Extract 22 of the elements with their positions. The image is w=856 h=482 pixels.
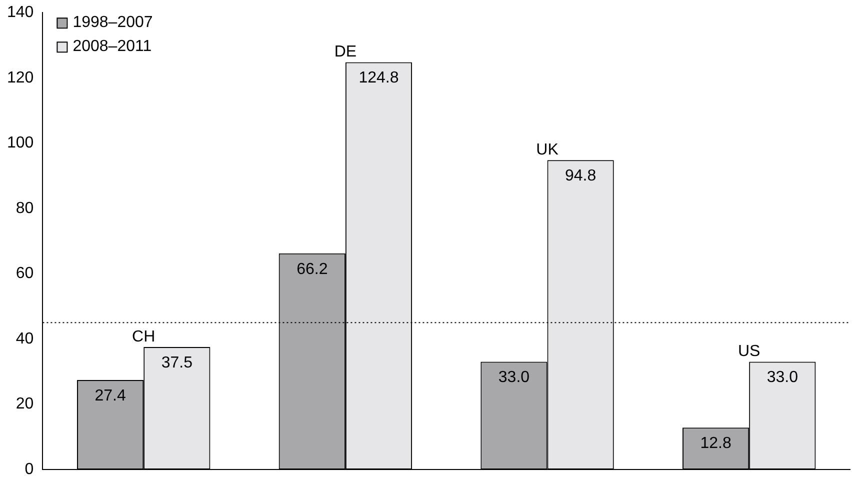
legend-label: 1998–2007 [72, 14, 153, 32]
y-tick-label: 80 [16, 200, 34, 217]
data-label: 27.4 [94, 387, 126, 404]
x-tick-label: CH [132, 328, 156, 346]
y-tick-label: 140 [6, 4, 34, 22]
data-label: 12.8 [700, 435, 732, 452]
legend-label: 2008–2011 [72, 38, 152, 56]
y-tick-label: 20 [16, 396, 34, 413]
y-tick-label: 100 [6, 134, 34, 152]
data-label: 124.8 [358, 70, 399, 87]
data-label: 33.0 [498, 369, 530, 386]
x-tick-label: UK [536, 141, 559, 158]
x-tick-label: DE [334, 44, 357, 61]
y-tick-label: 120 [6, 69, 34, 86]
x-tick-label: US [738, 343, 760, 360]
data-label: 33.0 [766, 369, 798, 386]
data-label: 37.5 [161, 354, 193, 372]
data-label: 94.8 [564, 167, 596, 184]
y-tick-label: 60 [16, 265, 34, 282]
data-label: 66.2 [296, 260, 328, 278]
y-tick-label: 0 [24, 460, 34, 478]
y-tick-label: 40 [16, 330, 34, 348]
